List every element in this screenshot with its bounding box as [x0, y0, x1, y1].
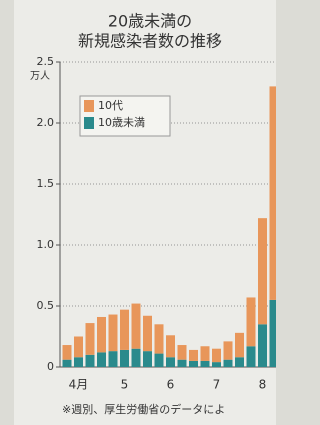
bar-segment [109, 315, 118, 352]
bar-segment [63, 360, 72, 367]
footnote: ※週別、厚生労働省のデータによ [62, 402, 225, 416]
bar-segment [212, 362, 221, 367]
bar-segment [212, 349, 221, 362]
bar-segment [189, 350, 198, 361]
y-tick-label: 2.5 [37, 55, 55, 68]
y-tick-label: 0 [47, 360, 54, 373]
bar-segment [235, 333, 244, 357]
bar-segment [166, 335, 175, 357]
bar-segment [86, 323, 95, 355]
bar-segment [224, 341, 233, 359]
bar-segment [97, 317, 106, 352]
x-tick-label: 6 [167, 378, 175, 392]
bar-segment [155, 324, 164, 353]
legend-swatch [84, 100, 94, 112]
x-tick-label: 7 [213, 378, 221, 392]
y-tick-label: 0.5 [37, 299, 55, 312]
bar-segment [155, 354, 164, 367]
chart: 20歳未満の 新規感染者数の推移 万人 ※週別、厚生労働省のデータによ 0 0.5… [0, 0, 276, 425]
bar-segment [120, 350, 129, 367]
y-tick-label: 1.5 [37, 177, 55, 190]
bar-segment [247, 297, 256, 346]
chart-title: 20歳未満の [108, 12, 192, 31]
bar-segment [201, 361, 210, 367]
bar-segment [235, 357, 244, 367]
bar-segment [86, 355, 95, 367]
bar-segment [63, 345, 72, 360]
chart-title: 新規感染者数の推移 [78, 32, 222, 51]
bar-segment [166, 357, 175, 367]
bar-segment [224, 360, 233, 367]
legend-label: 10代 [98, 99, 123, 112]
bar-segment [74, 357, 83, 367]
legend-label: 10歳未満 [98, 116, 145, 129]
page: {"chart_data": {"type": "stacked-bar", "… [0, 0, 320, 425]
bar-segment [74, 337, 83, 358]
x-tick-label: 4月 [69, 378, 89, 392]
bar-segment [97, 352, 106, 367]
legend-swatch [84, 117, 94, 129]
bar-segment [132, 304, 141, 349]
x-tick-label: 8 [259, 378, 267, 392]
y-tick-label: 1.0 [37, 238, 55, 251]
bar-segment [258, 218, 267, 324]
x-tick-label: 5 [121, 378, 129, 392]
bar-segment [178, 360, 187, 367]
bar-segment [189, 361, 198, 367]
bar-segment [270, 300, 277, 367]
bar-segment [143, 351, 152, 367]
bar-segment [132, 349, 141, 367]
bar-segment [109, 351, 118, 367]
bar-segment [247, 346, 256, 367]
bar-segment [178, 345, 187, 360]
bar-segment [120, 310, 129, 350]
bar-segment [201, 346, 210, 361]
y-tick-label: 2.0 [37, 116, 55, 129]
bar-segment [143, 316, 152, 351]
y-unit: 万人 [30, 70, 50, 82]
bar-segment [270, 86, 277, 300]
bar-segment [258, 324, 267, 367]
